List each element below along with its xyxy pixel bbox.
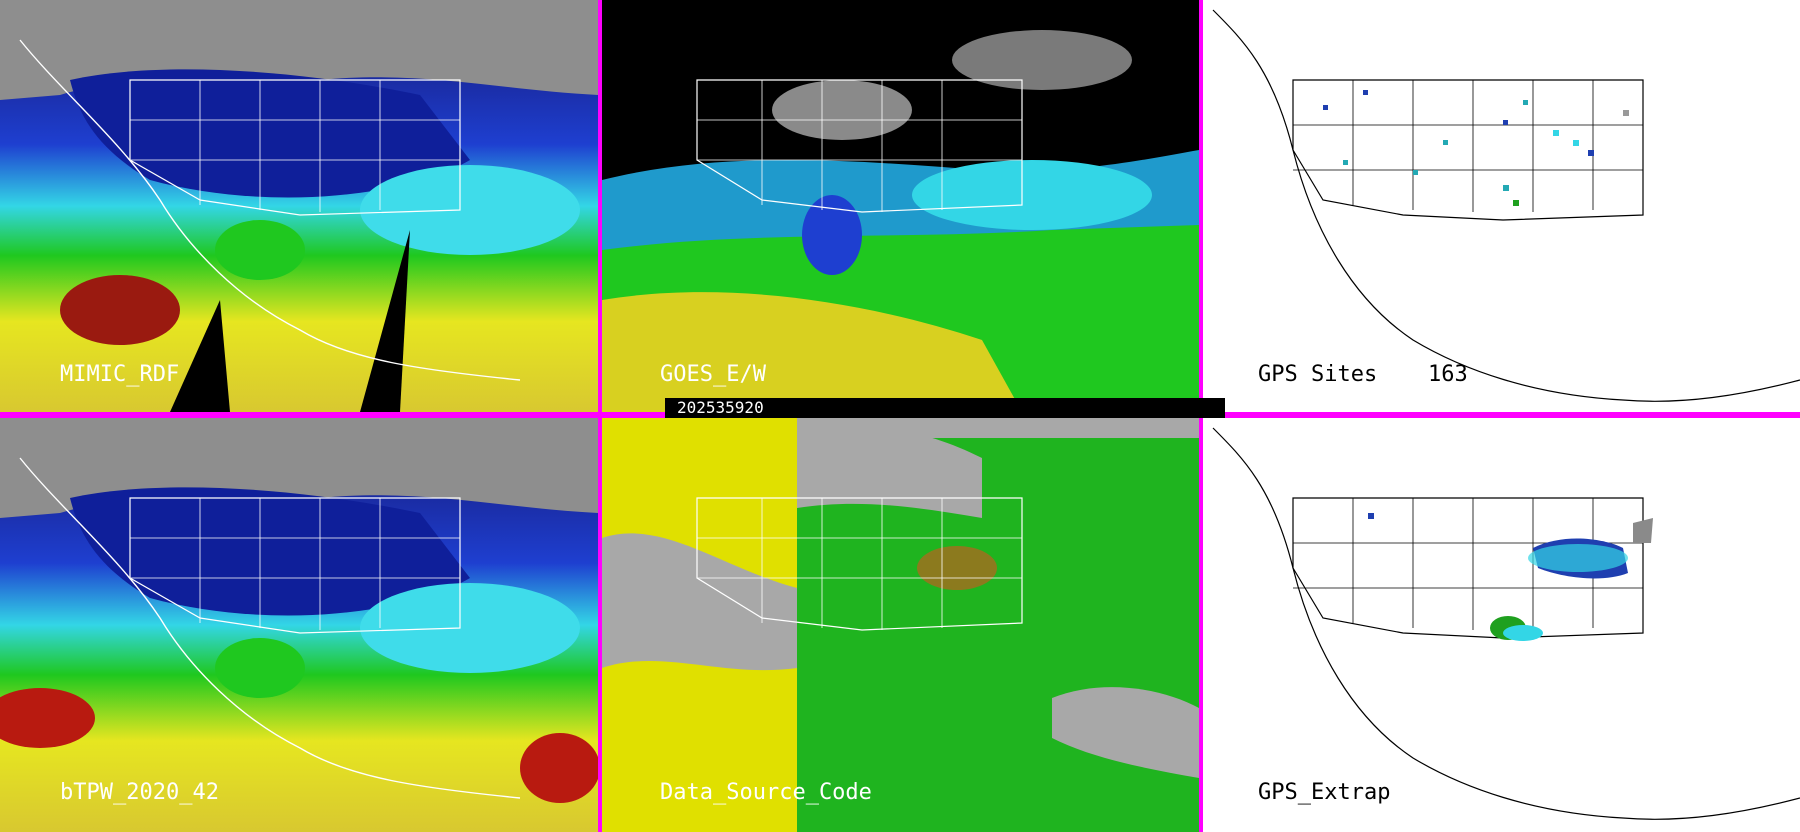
panel-mimic-rdf: MIMIC_RDF [0,0,598,412]
panel-label: MIMIC_RDF [60,362,180,387]
panel-label: bTPW_2020_42 [60,780,219,805]
gps-site-count: 163 [1428,362,1468,387]
goes-ew-map [602,0,1199,412]
gps-extrap-map [1212,427,1800,820]
panel-label: GPS_Extrap [1258,780,1391,805]
panel-gps-extrap: GPS_Extrap [1203,418,1800,832]
mimic-rdf-map [0,0,598,412]
data-source-map [602,418,1199,832]
panel-gps-sites: GPS Sites 163 [1203,0,1800,412]
gps-sites-map [1212,9,1800,402]
panel-label: GOES_E/W [660,362,766,387]
panel-goes-ew: GOES_E/W [602,0,1199,412]
timestamp-bar: 202535920 [665,398,1225,418]
gps-site-markers [1323,90,1629,206]
panel-label: GPS Sites [1258,362,1378,387]
panel-btpw: bTPW_2020_42 [0,418,598,832]
gps-extrap-regions [1368,513,1653,641]
btpw-map [0,418,598,832]
panel-label: Data_Source_Code [660,780,872,805]
panel-data-source: Data_Source_Code [602,418,1199,832]
